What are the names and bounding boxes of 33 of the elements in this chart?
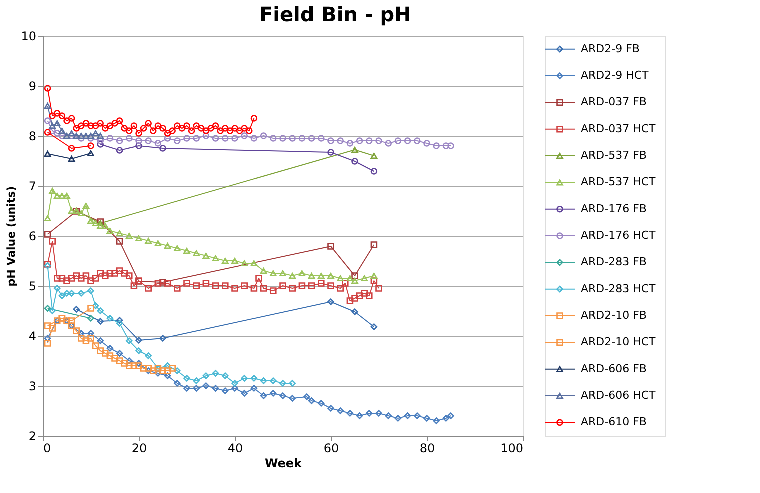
x-tick-label: 20 [132,442,148,456]
y-tick-label: 6 [28,230,36,244]
legend-label: ARD2-9 HCT [581,69,650,82]
legend-label: ARD-283 FB [581,256,647,269]
chart-title: Field Bin - pH [259,2,412,26]
y-tick-label: 2 [28,430,36,444]
legend-label: ARD-610 FB [581,416,647,429]
legend-label: ARD-176 HCT [581,229,656,242]
x-tick-label: 80 [420,442,436,456]
y-tick-label: 5 [28,280,36,294]
legend-label: ARD2-10 HCT [581,336,656,349]
x-tick-label: 40 [228,442,244,456]
legend-label: ARD-606 FB [581,362,647,376]
x-tick-label: 60 [324,442,340,456]
y-axis-title: pH Value (units) [5,186,18,287]
legend-label: ARD-283 HCT [581,282,656,296]
x-tick-label: 100 [500,442,524,456]
legend-label: ARD-537 HCT [581,176,656,189]
legend-label: ARD-606 HCT [581,389,656,402]
legend-label: ARD2-9 FB [581,42,640,56]
y-tick-label: 9 [28,80,36,94]
y-tick-label: 7 [28,180,36,194]
legend-label: ARD-176 FB [581,202,647,216]
y-tick-label: 8 [28,130,36,144]
y-tick-label: 4 [28,330,36,344]
y-tick-label: 3 [28,380,36,394]
x-axis-title: Week [264,456,304,470]
legend-label: ARD-037 HCT [581,122,656,136]
legend-label: ARD-537 FB [581,149,647,162]
x-tick-label: 0 [44,442,52,456]
legend-label: ARD-037 FB [581,96,647,109]
legend-label: ARD2-10 FB [581,309,647,322]
y-tick-label: 10 [21,30,36,44]
